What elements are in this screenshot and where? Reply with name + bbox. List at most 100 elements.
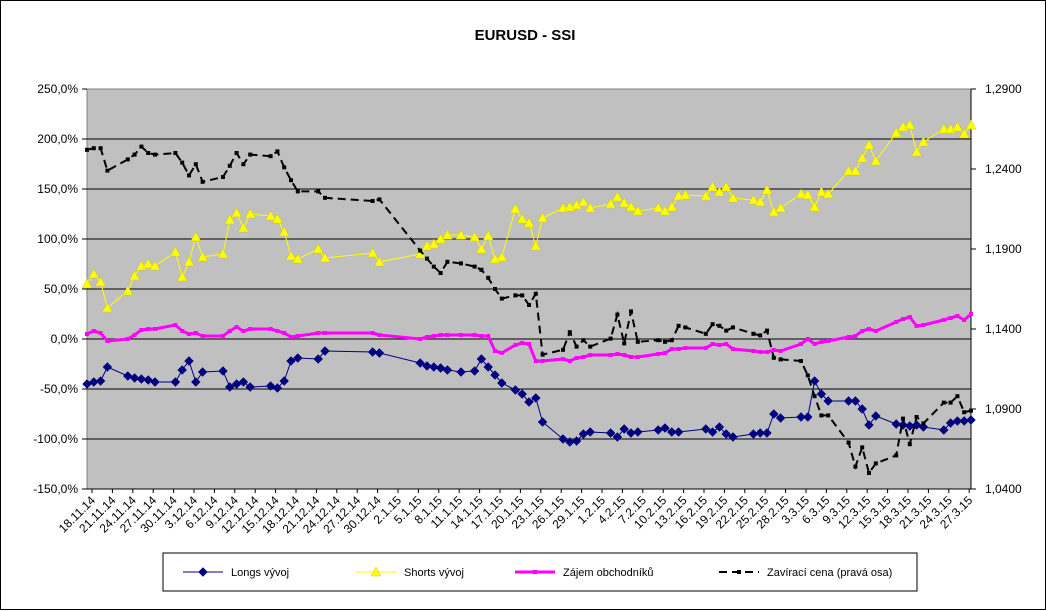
data-point (418, 248, 423, 253)
data-point (183, 256, 195, 267)
legend-label: Shorts vývoj (404, 567, 464, 579)
data-point (809, 376, 820, 386)
data-point (85, 332, 89, 336)
chart-title: EURUSD - SSI (475, 27, 576, 44)
data-point (775, 413, 786, 423)
data-point (95, 276, 107, 287)
data-point (771, 348, 776, 352)
data-point (445, 259, 450, 264)
data-point (625, 201, 637, 212)
data-point (802, 189, 814, 200)
series-1 (81, 119, 977, 313)
left-tick-label: 50,0% (44, 282, 78, 296)
data-point (122, 285, 134, 296)
data-point (683, 325, 688, 330)
data-point (187, 173, 191, 178)
data-point (323, 195, 327, 200)
data-point (482, 230, 494, 241)
data-point (282, 331, 287, 335)
data-point (731, 347, 735, 351)
data-point (966, 415, 976, 425)
data-point (221, 334, 225, 338)
left-tick-label: 100,0% (37, 232, 78, 246)
data-point (717, 343, 722, 347)
data-point (231, 379, 242, 389)
data-point (197, 251, 209, 262)
data-point (618, 197, 630, 208)
data-point (91, 329, 96, 333)
legend-label: Zavírací cena (pravá osa) (767, 567, 892, 579)
data-point (225, 382, 235, 392)
left-tick-label: -100,0% (33, 432, 78, 446)
data-point (761, 184, 773, 195)
data-point (584, 202, 596, 213)
data-point (891, 419, 901, 429)
data-point (823, 396, 833, 406)
data-point (656, 338, 661, 343)
data-point (377, 197, 382, 202)
data-point (540, 352, 545, 357)
data-point (373, 256, 385, 267)
data-point (727, 192, 739, 203)
data-point (227, 163, 232, 168)
data-point (435, 363, 446, 373)
data-point (679, 189, 691, 200)
data-point (796, 412, 806, 422)
data-point (180, 329, 185, 333)
data-point (428, 238, 440, 249)
data-point (455, 229, 467, 240)
data-point (799, 359, 803, 363)
data-point (849, 165, 861, 176)
right-tick-label: 1,0900 (985, 402, 1022, 416)
data-point (533, 291, 538, 296)
data-point (475, 243, 487, 254)
data-point (319, 252, 331, 263)
data-point (313, 354, 323, 364)
data-point (728, 432, 738, 442)
data-point (574, 344, 579, 349)
data-point (588, 344, 593, 349)
data-point (710, 322, 715, 327)
data-point (295, 334, 300, 338)
data-point (850, 396, 861, 406)
data-point (921, 421, 926, 426)
data-point (537, 212, 549, 223)
data-point (490, 370, 500, 380)
data-point (701, 424, 711, 434)
data-point (91, 146, 96, 151)
data-point (282, 165, 287, 170)
data-point (499, 296, 504, 301)
data-point (955, 394, 960, 399)
data-point (632, 205, 644, 216)
data-point (320, 346, 330, 356)
data-point (418, 337, 423, 341)
data-point (200, 179, 205, 184)
data-point (224, 214, 236, 225)
data-point (197, 367, 208, 377)
data-point (241, 162, 246, 167)
data-point (459, 333, 463, 337)
data-point (129, 270, 141, 281)
data-point (527, 303, 531, 307)
data-point (136, 374, 147, 384)
data-point (676, 347, 681, 351)
data-point (914, 415, 919, 419)
data-point (469, 366, 480, 376)
data-point (558, 434, 568, 444)
data-point (153, 152, 157, 157)
right-tick-label: 1,1400 (985, 322, 1022, 336)
data-point (486, 334, 491, 338)
data-point (513, 293, 518, 298)
data-point (948, 400, 953, 405)
data-point (184, 356, 194, 366)
data-point (633, 427, 643, 437)
data-point (901, 317, 905, 321)
data-point (438, 271, 443, 275)
data-point (271, 213, 283, 224)
data-point (125, 157, 130, 162)
data-point (139, 328, 144, 332)
data-point (312, 243, 324, 254)
data-point (169, 246, 181, 257)
data-point (815, 186, 827, 197)
